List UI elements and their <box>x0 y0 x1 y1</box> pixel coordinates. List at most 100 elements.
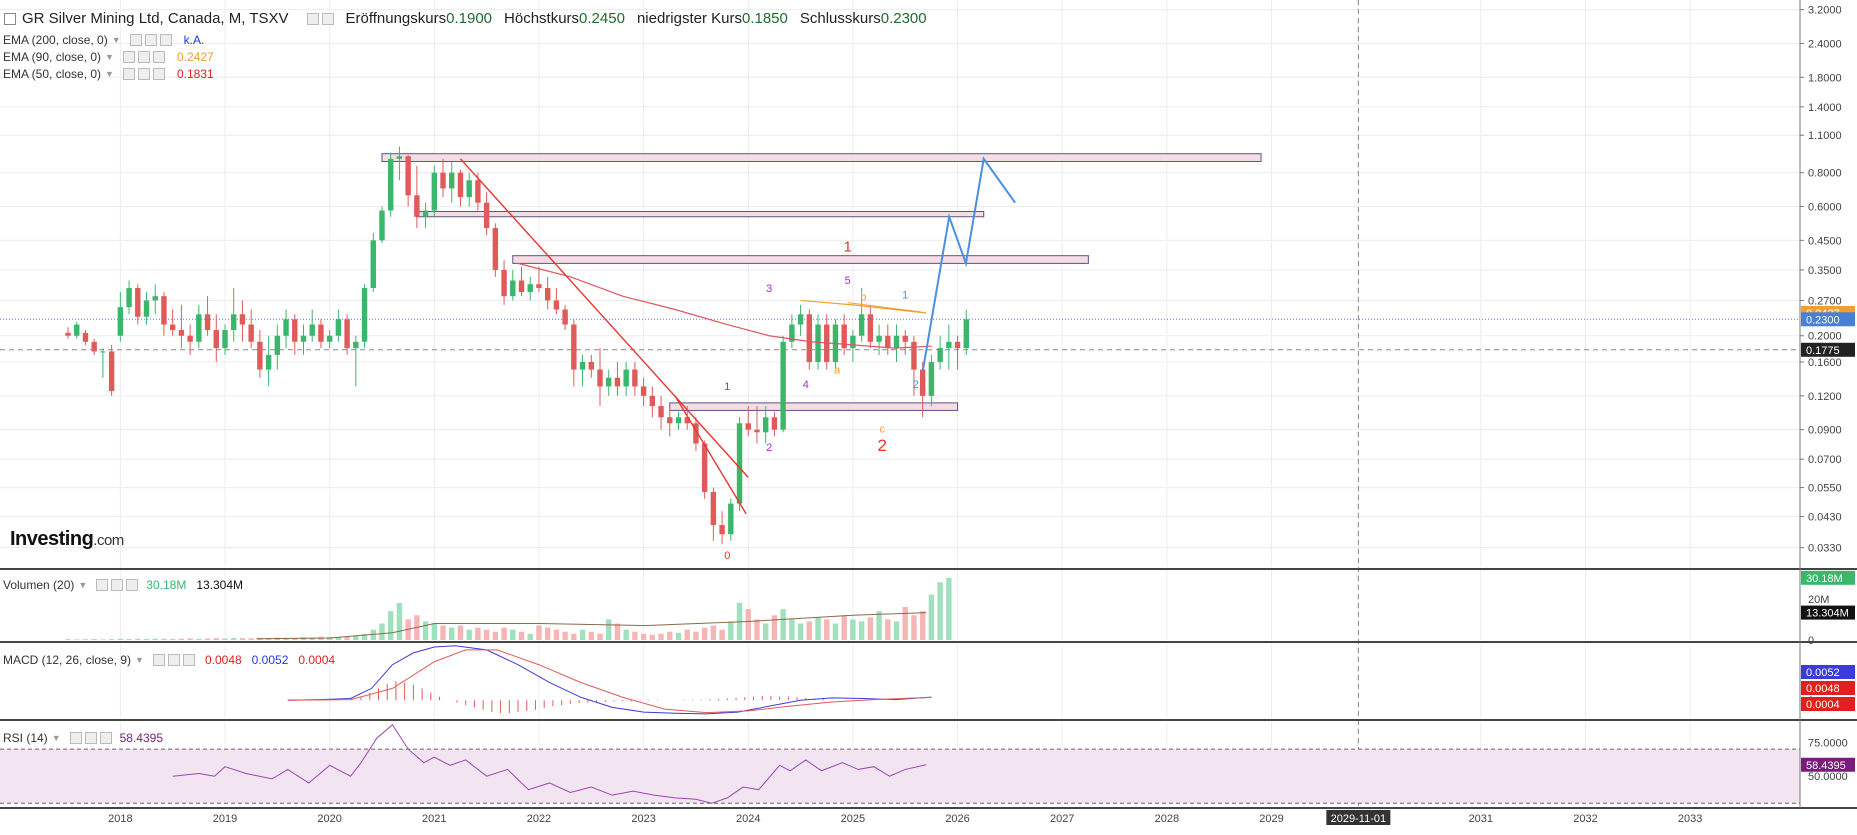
collapse-icon[interactable] <box>4 12 16 25</box>
ema200-label: EMA (200, close, 0) <box>3 33 108 47</box>
candle-body <box>571 324 577 370</box>
candle-body <box>667 417 673 424</box>
candle-body <box>152 296 158 301</box>
volume-bar <box>544 627 551 640</box>
price-tick-label: 1.4000 <box>1808 102 1842 114</box>
gear-icon[interactable] <box>167 654 180 666</box>
macd-legend[interactable]: MACD (12, 26, close, 9) ▼ 0.0048 0.0052 0… <box>0 653 335 667</box>
time-tick-label: 2031 <box>1469 813 1493 825</box>
gear-icon[interactable] <box>137 51 150 63</box>
volume-bar <box>379 623 385 640</box>
time-tick-label: 2020 <box>317 813 341 825</box>
macd-signal-value: 0.0052 <box>251 653 289 667</box>
candle-body <box>841 324 847 349</box>
settings-icon[interactable] <box>96 579 109 591</box>
time-tick-label: 2032 <box>1573 813 1597 825</box>
volume-bar <box>91 638 97 640</box>
close-icon[interactable] <box>126 579 139 591</box>
time-tick-label: 2025 <box>841 813 865 825</box>
volume-bar <box>178 638 185 640</box>
volume-bar <box>422 621 429 640</box>
ema200-legend[interactable]: EMA (200, close, 0) ▼ k.A. <box>0 33 204 47</box>
candle-body <box>361 288 368 342</box>
candle-body <box>161 296 167 325</box>
settings-icon[interactable] <box>122 68 135 80</box>
candle-body <box>126 288 132 308</box>
volume-bar <box>475 627 481 640</box>
chevron-down-icon[interactable]: ▼ <box>78 580 88 590</box>
volume-bar <box>876 611 882 640</box>
ema90-line <box>800 299 927 314</box>
price-tick-label: 0.0700 <box>1808 454 1842 466</box>
settings-icon[interactable] <box>152 654 165 666</box>
volume-bar <box>649 634 656 640</box>
candle-body <box>422 210 429 217</box>
volume-bar <box>806 621 813 640</box>
price-tick-label: 1.1000 <box>1808 130 1842 142</box>
settings-icon[interactable] <box>129 34 142 46</box>
volume-bar <box>169 638 176 640</box>
low-label: niedrigster Kurs <box>636 10 742 27</box>
wave-label: 2 <box>877 436 886 455</box>
volume-legend[interactable]: Volumen (20) ▼ 30.18M 13.304M <box>0 578 243 592</box>
candle-body <box>353 341 359 349</box>
settings-icon[interactable] <box>122 51 135 63</box>
volume-bar <box>745 609 751 640</box>
volume-bar <box>152 638 158 640</box>
wave-label: 3 <box>766 283 772 295</box>
rsi-tick-label: 50.0000 <box>1808 771 1848 783</box>
price-tick-label: 1.8000 <box>1808 72 1842 84</box>
volume-bar <box>187 638 193 640</box>
investing-logo: Investing.com <box>10 528 124 551</box>
macd-badge: 0.0052 <box>1806 667 1840 679</box>
ema50-legend[interactable]: EMA (50, close, 0) ▼ 0.1831 <box>0 67 214 81</box>
wave-label: 1 <box>844 238 852 255</box>
gear-icon[interactable] <box>144 34 157 46</box>
settings-icon[interactable] <box>306 12 319 25</box>
candle-body <box>902 335 908 342</box>
gear-icon[interactable] <box>137 68 150 80</box>
volume-bar <box>82 639 89 640</box>
candle-body <box>658 406 664 418</box>
candle-body <box>213 330 219 349</box>
candle-body <box>632 369 638 387</box>
volume-badge-bg <box>1801 570 1855 585</box>
price-tick-label: 2.4000 <box>1808 38 1842 50</box>
chevron-down-icon[interactable]: ▼ <box>105 69 114 79</box>
candle-body <box>728 503 734 535</box>
candle-body <box>911 341 917 370</box>
volume-bar <box>483 629 490 640</box>
candle-body <box>597 369 603 387</box>
candle-body <box>562 309 568 325</box>
settings-icon[interactable] <box>69 732 82 744</box>
volume-bar <box>536 625 542 640</box>
hide-icon[interactable] <box>321 12 334 25</box>
chevron-down-icon[interactable]: ▼ <box>135 655 144 665</box>
candle-body <box>492 227 499 270</box>
chevron-down-icon[interactable]: ▼ <box>111 35 121 45</box>
candle-body <box>684 417 690 424</box>
candle-body <box>449 172 455 189</box>
macd-signal-line <box>287 649 932 714</box>
close-icon[interactable] <box>99 732 112 744</box>
gear-icon[interactable] <box>84 732 97 744</box>
chevron-down-icon[interactable]: ▼ <box>105 52 114 62</box>
ema90-legend[interactable]: EMA (90, close, 0) ▼ 0.2427 <box>0 50 214 64</box>
candle-body <box>135 288 141 317</box>
volume-bar <box>606 619 612 640</box>
time-tick-label: 2029 <box>1259 813 1283 825</box>
close-icon[interactable] <box>152 51 165 63</box>
gear-icon[interactable] <box>111 579 124 591</box>
candles <box>65 146 969 545</box>
close-icon[interactable] <box>152 68 165 80</box>
volume-bar <box>623 629 629 640</box>
chart-header: GR Silver Mining Ltd, Canada, M, TSXV Er… <box>0 10 927 27</box>
candle-body <box>265 354 272 370</box>
rsi-legend[interactable]: RSI (14) ▼ 58.4395 <box>0 731 163 745</box>
close-icon[interactable] <box>182 654 195 666</box>
chevron-down-icon[interactable]: ▼ <box>51 733 61 743</box>
macd-badge: 0.0048 <box>1806 683 1840 695</box>
volume-bar <box>117 638 124 640</box>
close-icon[interactable] <box>159 34 172 46</box>
